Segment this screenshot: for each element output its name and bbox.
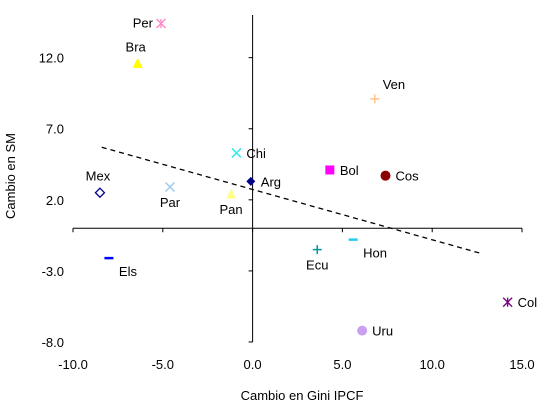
y-tick-label: -8.0 (42, 335, 64, 350)
x-tick-label: 0.0 (244, 357, 262, 372)
axes (72, 15, 523, 343)
point-label: Hon (363, 246, 387, 261)
point-arg: Arg (246, 174, 281, 189)
y-tick-label: 7.0 (46, 122, 64, 137)
point-mex: Mex (86, 169, 111, 199)
point-label: Col (518, 295, 538, 310)
point-label: Par (160, 195, 181, 210)
point-label: Els (119, 264, 138, 279)
point-col: Col (502, 295, 538, 310)
point-label: Chi (246, 146, 266, 161)
point-label: Ecu (306, 258, 328, 273)
point-uru: Uru (357, 324, 393, 339)
point-label: Uru (372, 324, 393, 339)
point-per: Per (133, 16, 166, 31)
point-label: Bra (126, 39, 147, 54)
y-tick-label: 2.0 (46, 193, 64, 208)
x-tick-label: -5.0 (152, 357, 174, 372)
x-tick-label: 5.0 (333, 357, 351, 372)
x-tick-label: -10.0 (58, 357, 88, 372)
point-bra: Bra (126, 39, 147, 68)
point-chi: Chi (231, 146, 266, 161)
point-label: Pan (219, 202, 242, 217)
x-axis-label: Cambio en Gini IPCF (241, 388, 364, 403)
point-pan: Pan (219, 188, 243, 217)
tick-labels: 12.0 7.0 2.0 -3.0 -8.0 -10.0 -5.0 0.0 5.0 10.0 15.… (39, 51, 535, 372)
data-points: Per Bra Ven Chi Bol Cos Arg Mex Par Pan Ecu Hon Els C… (86, 16, 538, 339)
point-els: Els (104, 256, 138, 279)
trendline (101, 146, 483, 255)
y-tick-label: -3.0 (42, 264, 64, 279)
point-label: Ven (383, 77, 405, 92)
point-bol: Bol (325, 163, 359, 178)
point-hon: Hon (348, 238, 387, 261)
y-tick-label: 12.0 (39, 51, 64, 66)
y-axis-label: Cambio en SM (3, 133, 18, 219)
point-label: Bol (340, 163, 359, 178)
point-label: Mex (86, 169, 111, 184)
point-ecu: Ecu (306, 245, 328, 273)
x-tick-label: 15.0 (509, 357, 534, 372)
point-label: Per (133, 16, 154, 31)
point-ven: Ven (370, 77, 405, 104)
point-label: Cos (396, 169, 420, 184)
point-par: Par (160, 182, 181, 210)
point-cos: Cos (380, 169, 420, 184)
point-label: Arg (261, 174, 281, 189)
x-tick-label: 10.0 (420, 357, 445, 372)
